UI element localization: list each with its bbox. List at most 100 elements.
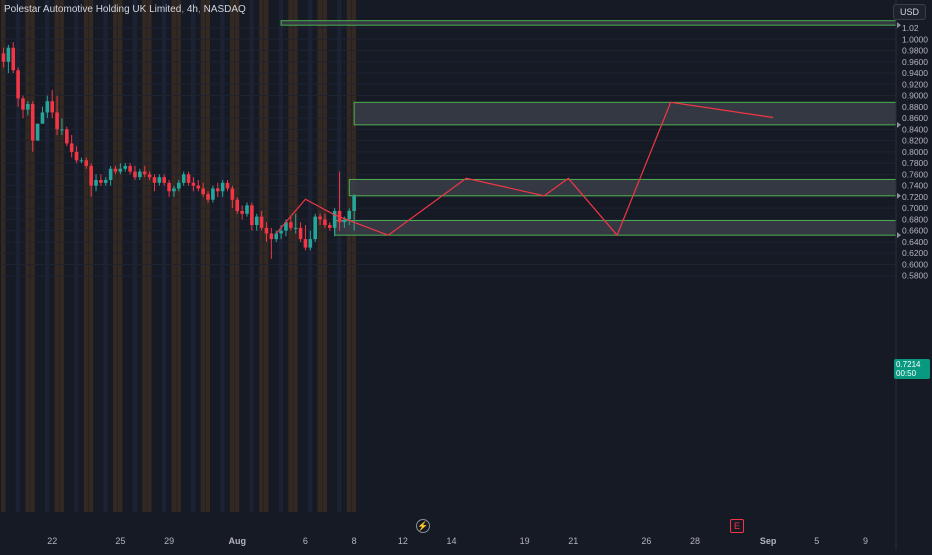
x-tick-label: 22 [47,536,57,546]
session-band [176,0,181,512]
candle-body [342,219,347,223]
candle-body [55,112,59,130]
y-tick-label: 1.02 [902,23,919,33]
x-tick-label: 14 [447,536,457,546]
y-tick-label: 0.9800 [902,46,928,56]
candle-body [30,104,35,141]
candle-body [89,165,93,186]
zone-box [280,20,897,26]
candle-body [191,182,196,186]
session-band [288,0,293,512]
session-band [103,0,108,512]
currency-button[interactable]: USD [892,4,926,20]
session-band [54,0,60,512]
session-band [113,0,118,512]
candle-body [313,216,317,240]
y-tick-label: 0.7400 [902,181,928,191]
x-tick-label: 26 [641,536,651,546]
x-tick-label: Aug [229,536,247,546]
session-band [15,0,21,512]
session-band [132,0,137,512]
session-band [74,0,79,512]
candle-body [69,143,74,152]
y-tick-label: 0.6600 [902,226,928,236]
candle-body [186,174,191,183]
candle-body [196,185,201,189]
session-band [259,0,264,512]
candles [1,42,356,259]
candle-body [327,225,332,228]
session-band [351,0,357,512]
session-band [200,0,206,512]
y-tick-label: 0.9200 [902,79,928,89]
candle-body [215,188,220,192]
candle-body [167,182,171,192]
session-band [25,0,30,512]
session-band [293,0,298,512]
lightning-icon[interactable]: ⚡ [416,519,430,533]
candle-body [298,227,303,240]
session-band [190,0,196,512]
candle-body [230,188,235,200]
y-tick-label: 0.8800 [902,102,928,112]
candle-body [94,180,98,186]
candle-body [157,177,162,183]
session-band [346,0,352,512]
session-band [249,0,254,512]
session-band [30,0,35,512]
candle-body [26,104,30,110]
y-tick-label: 0.9400 [902,68,928,78]
candle-body [16,70,20,99]
y-tick-label: 0.7000 [902,203,928,213]
candle-body [21,98,25,110]
chart-title: Polestar Automotive Holding UK Limited, … [4,4,246,15]
session-band [322,0,327,512]
session-band [1,0,6,512]
x-tick-label: 25 [115,536,125,546]
candle-body [118,168,123,172]
y-tick-label: 0.9600 [902,57,928,67]
session-band [142,0,147,512]
y-tick-label: 0.8200 [902,136,928,146]
x-axis: 22 25 29 Aug 6 8 12 14 19 21 26 28 Sep 5 9 [47,536,868,546]
candle-body [123,165,128,169]
candle-body [11,47,16,71]
candle-body [147,174,152,178]
session-band [205,0,210,512]
session-band [220,0,225,512]
session-band [234,0,240,512]
zone-box [348,178,897,197]
candle-body [138,171,142,178]
zone-box [353,101,897,126]
candle-body [108,168,113,181]
candle-body [162,177,167,183]
candle-body [142,171,147,175]
candle-body [245,205,249,214]
candle-body [152,177,157,183]
candle-body [177,182,181,189]
x-tick-label: 19 [520,536,530,546]
candle-body [225,182,230,189]
x-tick-label: 9 [863,536,868,546]
y-tick-label: 1.0000 [902,34,928,44]
x-tick-label: 28 [690,536,700,546]
session-band [161,0,167,512]
candle-body [308,239,313,248]
candle-body [35,123,40,141]
candle-body [113,168,118,172]
x-tick-label: 8 [352,536,357,546]
session-band [264,0,269,512]
session-band [229,0,235,512]
candle-body [254,216,259,226]
last-price-badge: 0.7214 00:50 [894,359,930,379]
y-tick-label: 0.8000 [902,147,928,157]
candle-body [60,129,64,131]
candle-body [99,180,103,183]
exchange-label: NASDAQ [203,4,246,15]
candle-body [103,180,108,183]
candle-body [40,112,45,124]
earnings-icon[interactable]: E [730,519,744,533]
candle-body [332,210,337,228]
